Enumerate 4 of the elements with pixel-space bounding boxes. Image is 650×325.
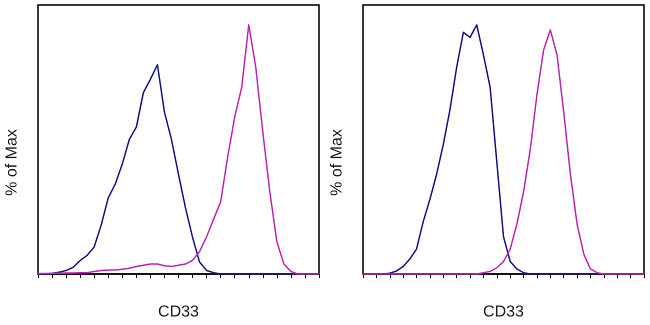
x-axis-title: CD33 [158,304,200,320]
x-axis-title: CD33 [483,304,524,320]
y-axis-title: % of Max [328,129,346,196]
y-axis-title: % of Max [4,129,20,196]
